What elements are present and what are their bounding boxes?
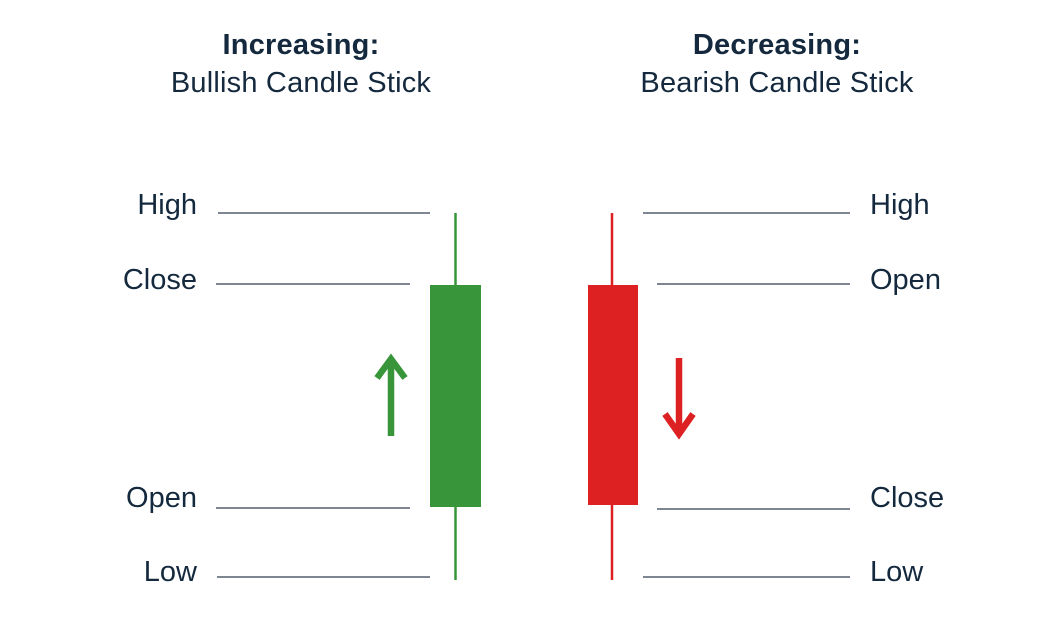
bullish-title-line2: Bullish Candle Stick — [170, 67, 432, 99]
bullish-high-guide-line — [218, 212, 430, 214]
bearish-title-line2: Bearish Candle Stick — [640, 67, 914, 99]
bearish-close-guide-line — [657, 508, 850, 510]
bearish-panel-title: Decreasing: Bearish Candle Stick — [577, 26, 977, 102]
bearish-title-line1: Decreasing: — [692, 29, 862, 61]
bearish-low-label: Low — [870, 556, 924, 588]
bearish-open-label: Open — [870, 264, 941, 296]
bearish-high-guide-line — [643, 212, 850, 214]
up-arrow-icon — [374, 353, 408, 436]
bullish-candle-body — [430, 285, 481, 507]
bullish-close-label: Close — [122, 264, 197, 296]
bearish-high-label: High — [870, 189, 930, 221]
down-arrow-icon — [662, 358, 696, 440]
bullish-high-label: High — [137, 189, 197, 221]
up-arrow-path — [374, 353, 408, 436]
bullish-open-label: Open — [126, 482, 197, 514]
bullish-low-guide-line — [217, 576, 430, 578]
bearish-open-guide-line — [657, 283, 850, 285]
bearish-low-guide-line — [643, 576, 850, 578]
bullish-close-guide-line — [216, 283, 410, 285]
bullish-title-line1: Increasing: — [222, 29, 380, 61]
bullish-open-guide-line — [216, 507, 410, 509]
down-arrow-path — [662, 358, 696, 440]
bullish-candlestick — [430, 213, 481, 580]
bearish-candle-body — [588, 285, 638, 505]
bullish-panel-title: Increasing: Bullish Candle Stick — [101, 26, 501, 102]
bearish-candlestick — [588, 213, 638, 580]
bearish-close-label: Close — [870, 482, 945, 514]
bullish-low-label: Low — [143, 556, 197, 588]
